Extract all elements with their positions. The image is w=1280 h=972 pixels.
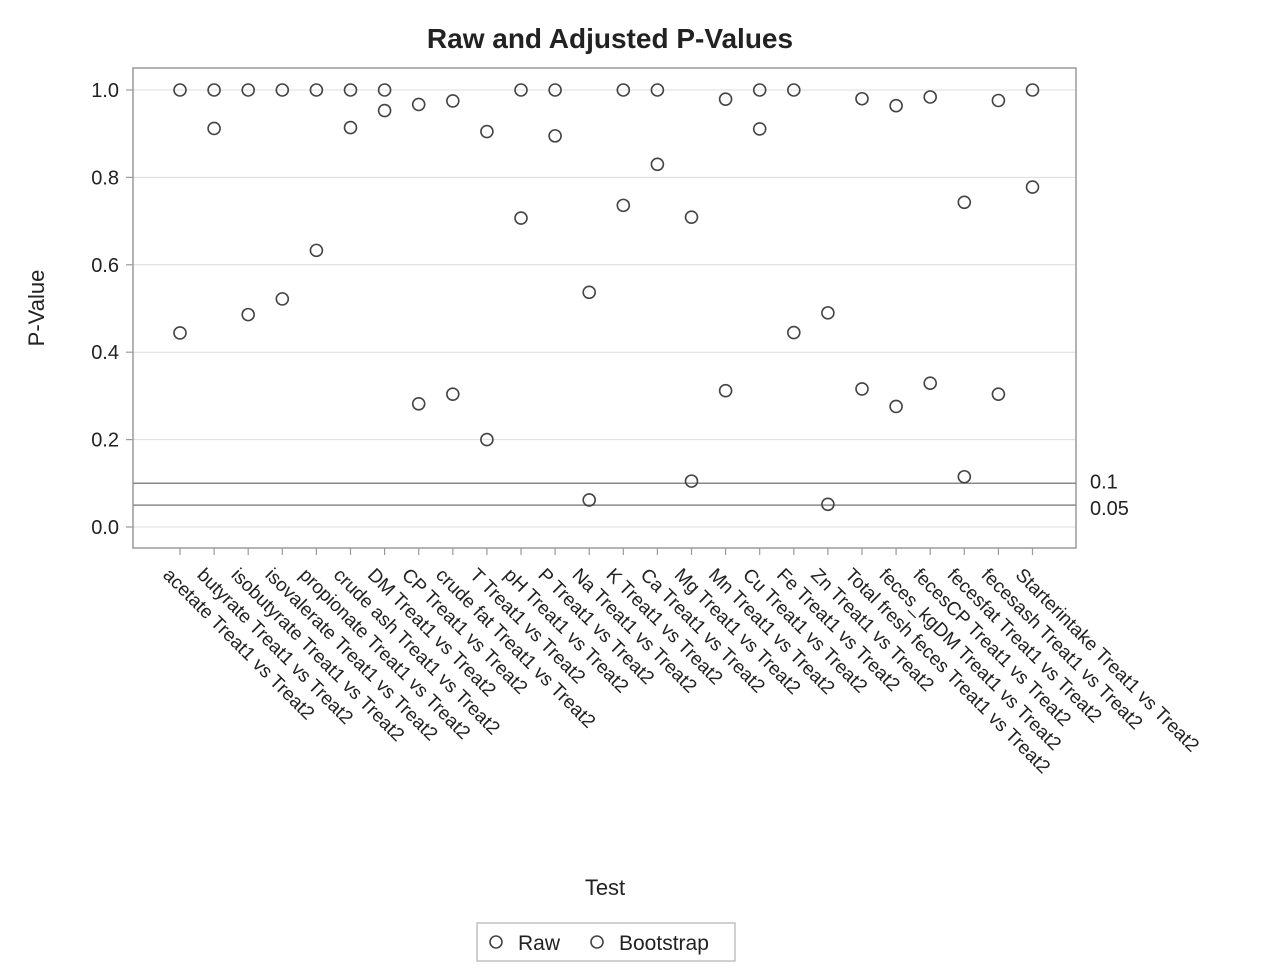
point-raw (889, 399, 903, 414)
point-bootstrap (411, 97, 426, 112)
reference-line-label: 0.1 (1090, 471, 1118, 493)
y-axis: 0.0 0.2 0.4 0.6 0.8 1.0 (91, 80, 133, 539)
point-raw (480, 432, 494, 447)
point-raw (377, 103, 392, 118)
y-tick-label: 1.0 (91, 80, 119, 102)
point-raw (548, 129, 562, 143)
point-raw (173, 326, 187, 340)
point-bootstrap (309, 83, 324, 97)
point-raw (616, 198, 631, 213)
point-raw (275, 292, 290, 306)
point-bootstrap (752, 83, 767, 97)
point-bootstrap (991, 93, 1006, 108)
point-raw (855, 382, 869, 396)
y-axis-label: P-Value (24, 270, 49, 347)
point-raw (514, 211, 528, 225)
y-tick-label: 0.6 (91, 255, 119, 277)
point-bootstrap (377, 83, 392, 97)
point-raw (786, 325, 801, 340)
point-raw (582, 493, 597, 507)
point-bootstrap (650, 83, 665, 97)
point-raw (718, 383, 733, 398)
point-bootstrap (582, 285, 597, 300)
point-bootstrap (275, 83, 290, 97)
point-bootstrap (343, 83, 358, 97)
legend-label-bootstrap: Bootstrap (619, 932, 709, 955)
point-raw (991, 387, 1006, 401)
point-raw (684, 210, 699, 224)
point-bootstrap (855, 91, 869, 106)
legend-marker-raw (489, 935, 503, 949)
point-raw (752, 122, 767, 136)
plot-frame (132, 67, 1077, 549)
point-bootstrap (957, 195, 972, 210)
point-raw (1025, 180, 1040, 194)
point-raw (923, 376, 938, 391)
point-raw (207, 121, 221, 136)
chart-title: Raw and Adjusted P-Values (427, 23, 793, 54)
x-axis-label: Test (585, 875, 625, 900)
point-bootstrap (514, 83, 528, 97)
legend-box (476, 922, 736, 962)
point-raw (957, 469, 972, 484)
point-bootstrap (889, 98, 903, 113)
point-bootstrap (548, 83, 562, 97)
y-tick-label: 0.8 (91, 167, 119, 189)
data-points (173, 83, 1040, 512)
legend: Raw Bootstrap (476, 922, 736, 962)
point-raw (821, 497, 835, 512)
reference-lines: 0.1 0.05 (133, 471, 1129, 520)
point-bootstrap (445, 94, 460, 108)
point-bootstrap (616, 83, 631, 97)
point-bootstrap (480, 124, 494, 139)
point-bootstrap (173, 83, 187, 97)
point-raw (309, 243, 324, 258)
y-tick-label: 0.0 (91, 517, 119, 539)
point-raw (411, 396, 426, 411)
point-bootstrap (207, 83, 221, 97)
y-tick-label: 0.4 (91, 342, 119, 364)
point-raw (445, 387, 460, 401)
point-bootstrap (718, 92, 733, 106)
gridlines (133, 89, 1076, 528)
point-raw (241, 307, 255, 322)
y-tick-label: 0.2 (91, 430, 119, 452)
point-bootstrap (1025, 83, 1040, 97)
reference-line-label: 0.05 (1090, 498, 1129, 520)
point-raw (343, 120, 358, 135)
point-bootstrap (241, 83, 255, 97)
point-raw (650, 157, 665, 172)
point-bootstrap (923, 90, 938, 104)
point-bootstrap (786, 83, 801, 97)
point-bootstrap (684, 474, 699, 488)
legend-marker-bootstrap (590, 935, 604, 949)
point-bootstrap (821, 306, 835, 320)
legend-label-raw: Raw (518, 932, 561, 955)
